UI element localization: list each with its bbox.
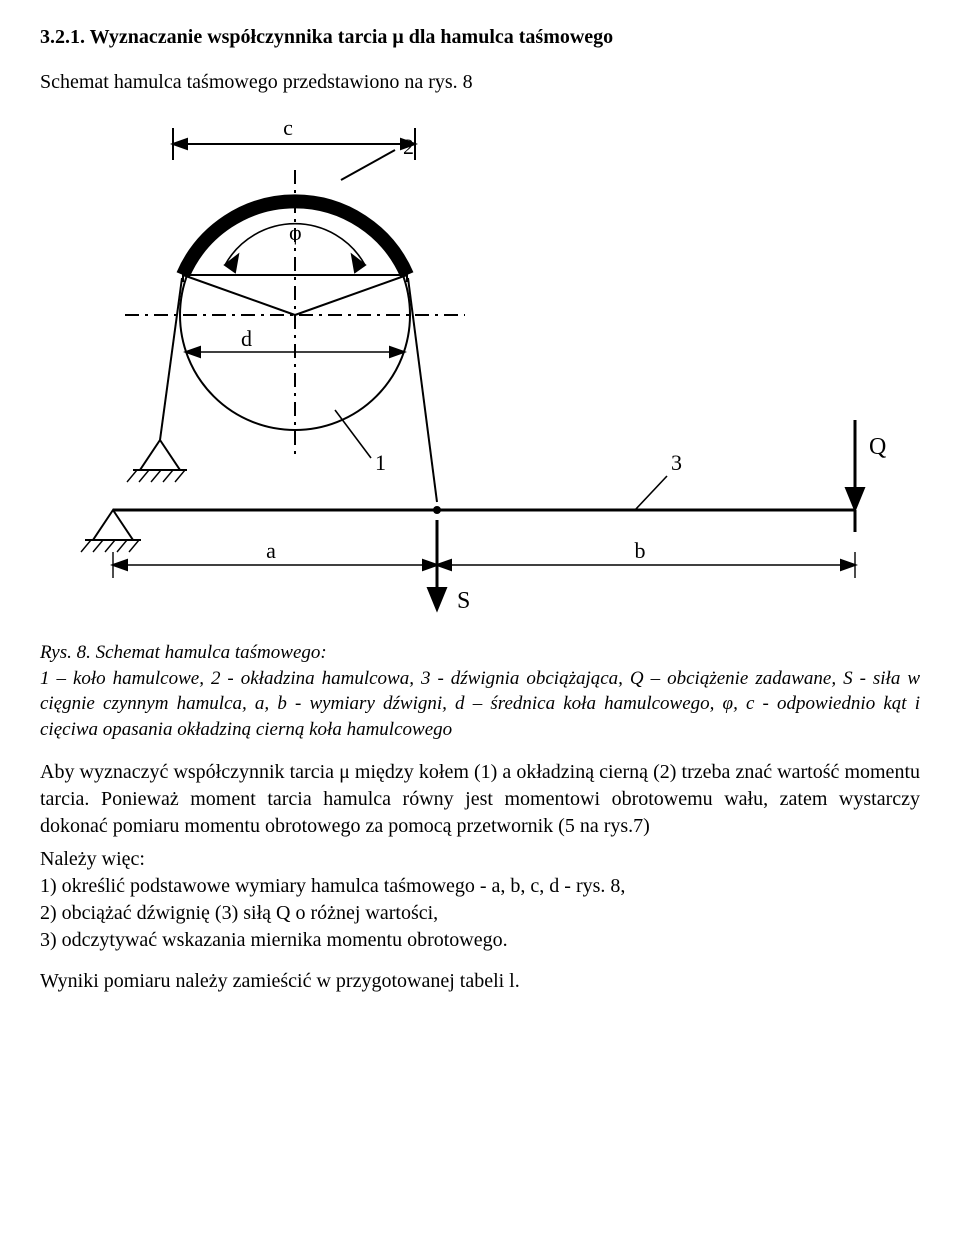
figure: c 2 φ (40, 110, 920, 628)
caption-lead: Rys. 8. Schemat hamulca taśmowego: (40, 642, 327, 663)
figure-caption: Rys. 8. Schemat hamulca taśmowego: 1 – k… (40, 640, 920, 743)
label-1: 1 (375, 450, 386, 475)
label-3: 3 (671, 450, 682, 475)
list-lead: Należy więc: (40, 846, 920, 873)
final-paragraph: Wyniki pomiaru należy zamieścić w przygo… (40, 968, 920, 995)
section-heading: 3.2.1. Wyznaczanie współczynnika tarcia … (40, 24, 920, 51)
dim-c-label: c (283, 115, 293, 140)
list-item-3: 3) odczytywać wskazania miernika momentu… (40, 927, 920, 954)
dim-b-label: b (635, 538, 646, 563)
caption-body: 1 – koło hamulcowe, 2 - okładzina hamulc… (40, 668, 920, 740)
intro-text: Schemat hamulca taśmowego przedstawiono … (40, 69, 920, 96)
list-item-2: 2) obciążać dźwignię (3) siłą Q o różnej… (40, 900, 920, 927)
label-S: S (457, 588, 470, 614)
band-brake-diagram: c 2 φ (65, 110, 895, 620)
main-paragraph: Aby wyznaczyć współczynnik tarcia μ międ… (40, 759, 920, 840)
label-Q: Q (869, 434, 886, 460)
label-2: 2 (403, 134, 414, 159)
dim-a-label: a (266, 538, 276, 563)
dim-d-label: d (241, 326, 252, 351)
list-item-1: 1) określić podstawowe wymiary hamulca t… (40, 873, 920, 900)
page: 3.2.1. Wyznaczanie współczynnika tarcia … (12, 0, 948, 1035)
